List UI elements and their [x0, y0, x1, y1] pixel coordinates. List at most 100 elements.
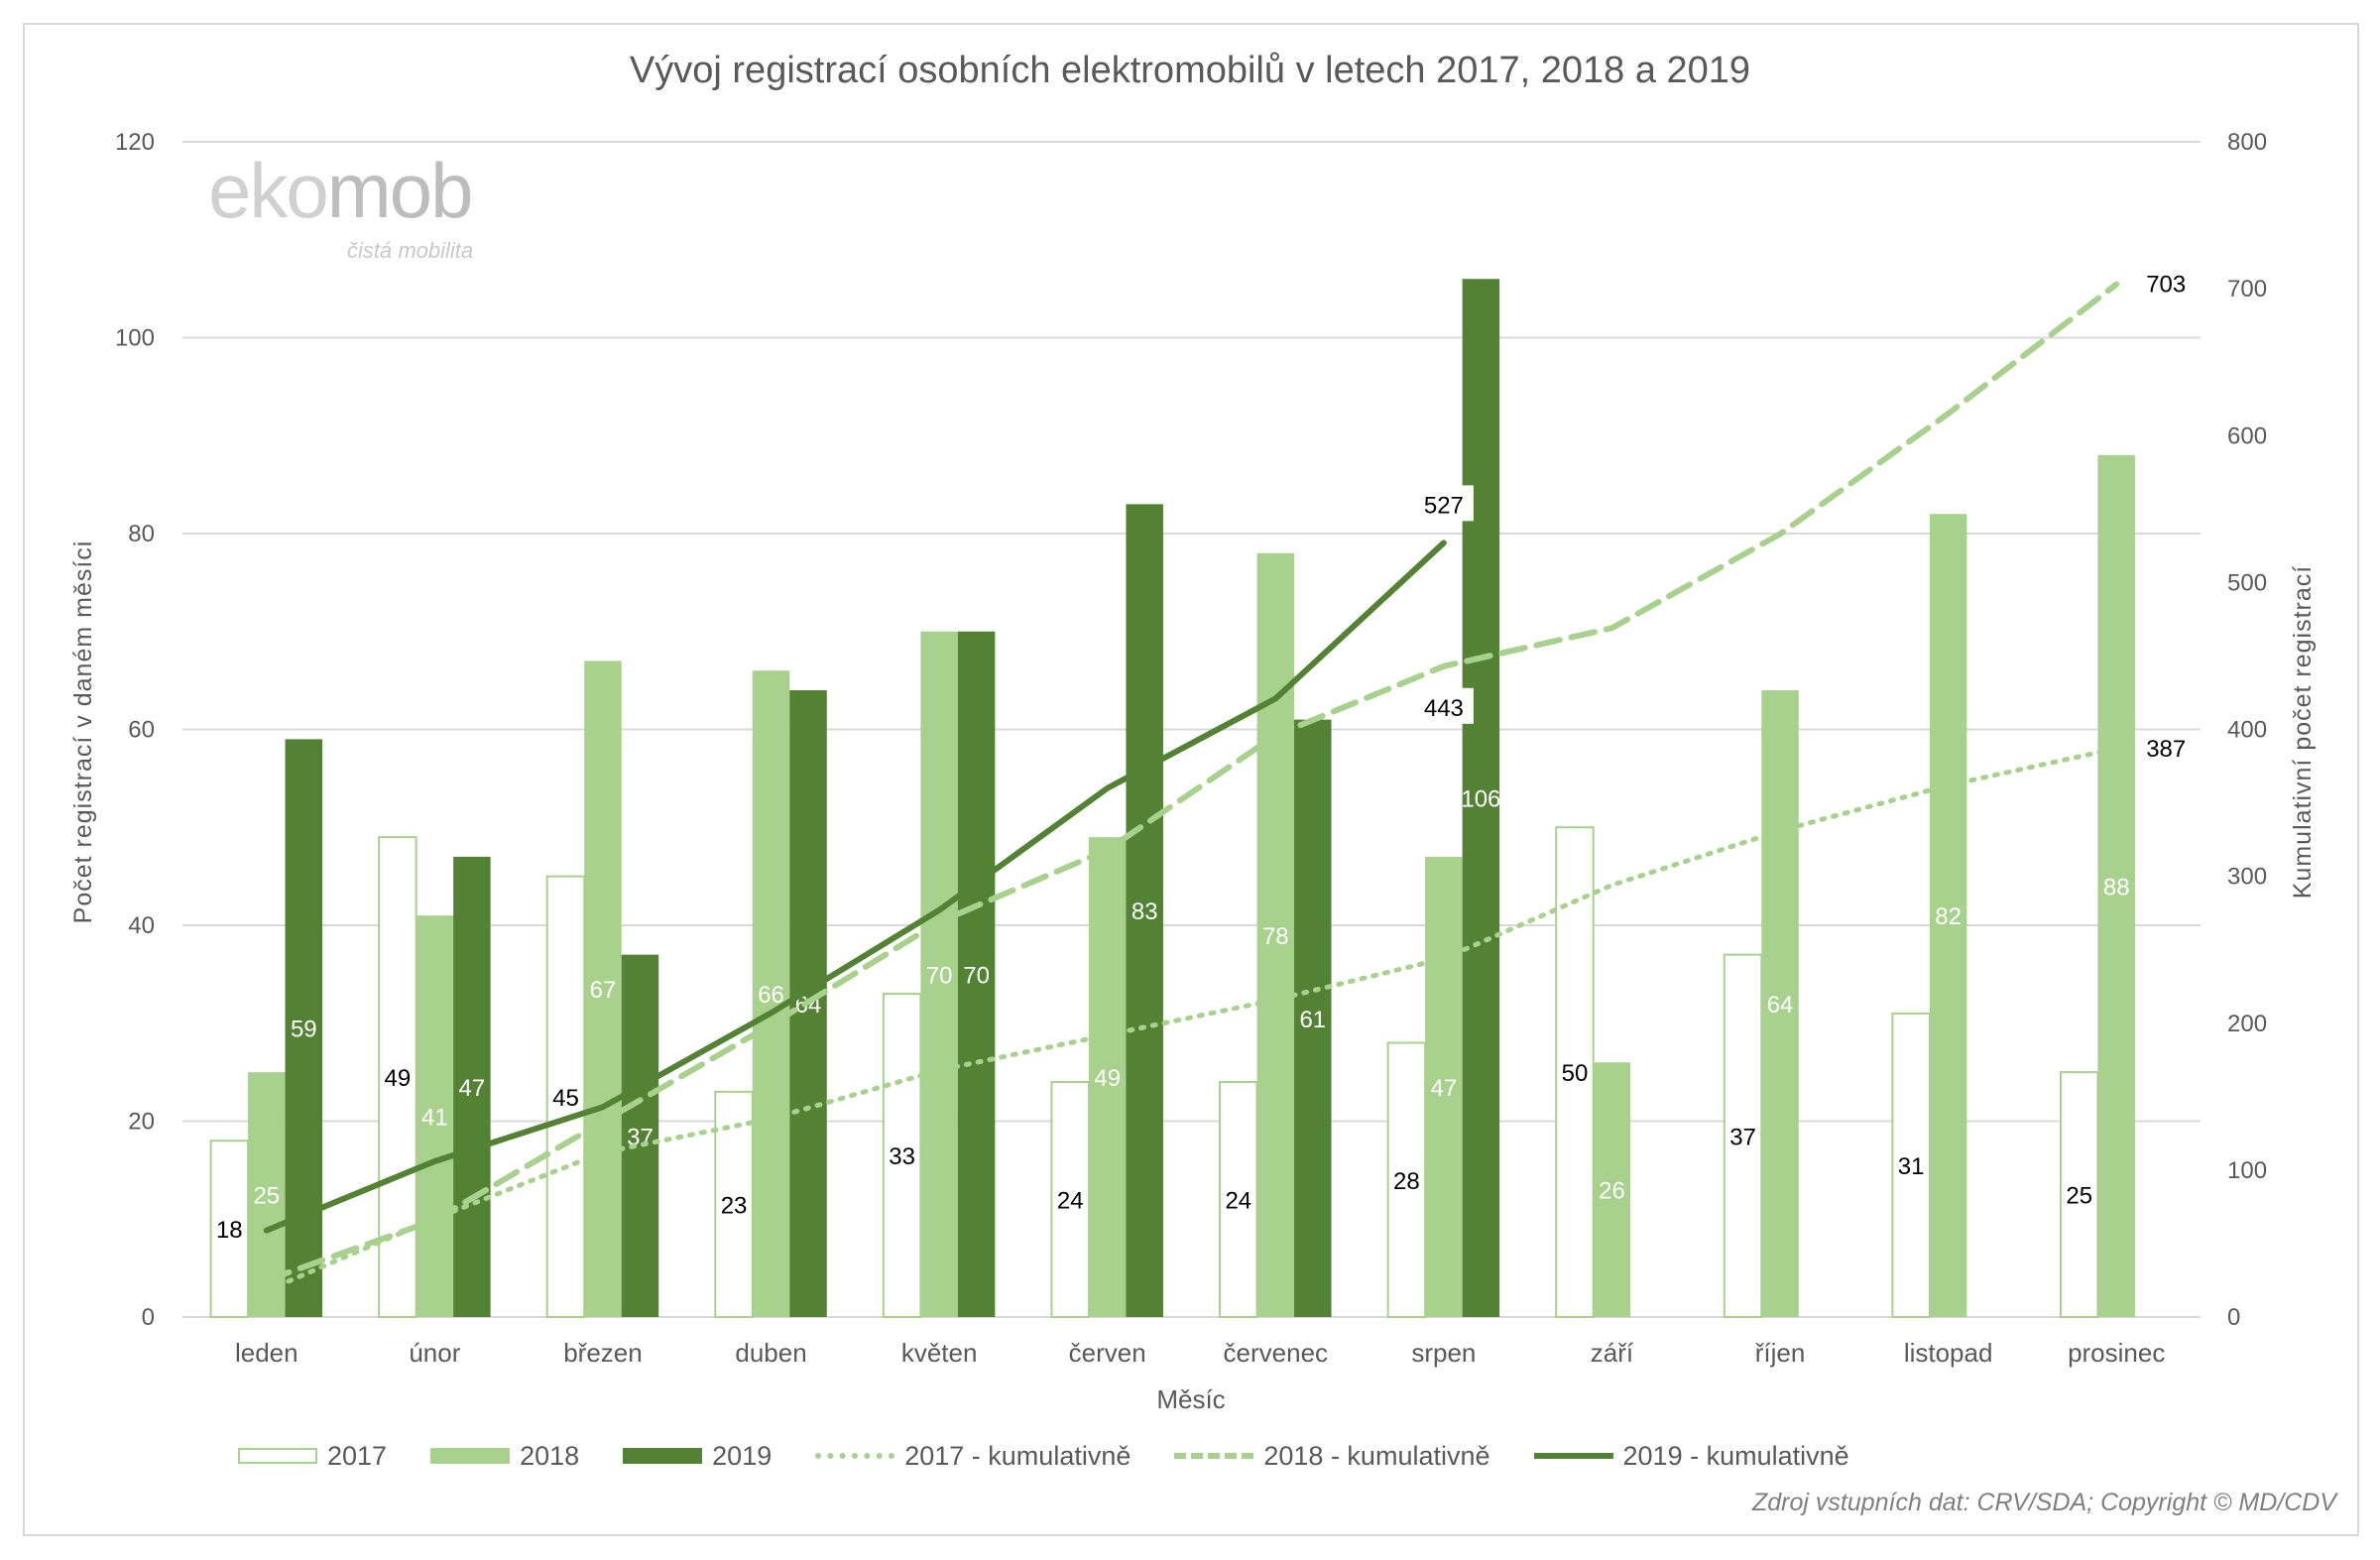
- bar-2019: [1294, 719, 1332, 1317]
- legend-item: 2018 - kumulativně: [1174, 1440, 1490, 1472]
- end-label-bg: [1413, 485, 1474, 522]
- legend-item: 2017: [238, 1440, 387, 1472]
- cumulative-label-bg: [1413, 687, 1474, 724]
- legend-swatch: [1174, 1453, 1254, 1459]
- logo-text-a: eko: [208, 147, 329, 234]
- data-label-2018: 64: [1767, 992, 1794, 1019]
- bar-2018: [1761, 690, 1799, 1317]
- legend-item: 2018: [430, 1440, 579, 1472]
- bar-2017: [1555, 826, 1595, 1318]
- legend-label: 2019: [712, 1441, 773, 1471]
- y-tick-label: 120: [115, 129, 155, 156]
- bar-2017: [714, 1090, 754, 1318]
- bar-2018: [920, 631, 958, 1317]
- source-note: Zdroj vstupních dat: CRV/SDA; Copyright …: [1752, 1489, 2336, 1516]
- legend-swatch: [430, 1448, 511, 1464]
- bar-2017: [1219, 1081, 1258, 1318]
- line-2018-kumulativně: [263, 281, 2120, 1283]
- data-label-2017: 28: [1393, 1168, 1420, 1195]
- data-label-2018: 70: [926, 962, 953, 989]
- x-tick-label: srpen: [1411, 1338, 1476, 1368]
- bar-2018: [752, 670, 790, 1317]
- legend-swatch: [623, 1448, 703, 1464]
- legend-label: 2019 - kumulativně: [1622, 1441, 1849, 1471]
- data-label-2017: 18: [216, 1217, 243, 1244]
- data-label-2018: 47: [1431, 1075, 1458, 1102]
- legend-label: 2018: [520, 1441, 580, 1471]
- data-label-2017: 33: [889, 1143, 915, 1170]
- y-tick-label: 80: [128, 521, 155, 547]
- legend: 2017 2018 2019 2017 - kumulativně 2018 - kum…: [238, 1440, 1893, 1472]
- bar-2019: [1462, 279, 1500, 1317]
- bar-2018: [1088, 837, 1127, 1317]
- cumulative-end-label: 703: [2146, 272, 2186, 299]
- bar-2018: [1929, 514, 1967, 1317]
- bar-2017: [1386, 1041, 1427, 1318]
- x-tick-label: září: [1591, 1338, 1634, 1368]
- y2-tick-label: 600: [2227, 422, 2267, 449]
- legend-item: 2019 - kumulativně: [1533, 1440, 1849, 1472]
- cumulative-label-srpen: 443: [1424, 695, 1464, 722]
- ekomob-logo: ekomob čistá mobilita: [208, 149, 526, 268]
- y2-tick-label: 100: [2227, 1157, 2267, 1184]
- bar-2019: [621, 954, 659, 1317]
- logo-wordmark: ekomob: [208, 147, 474, 234]
- legend-swatch: [815, 1453, 895, 1459]
- legend-label: 2018 - kumulativně: [1263, 1441, 1490, 1471]
- bar-2019: [453, 856, 491, 1317]
- bar-2018: [2097, 455, 2135, 1317]
- x-tick-label: říjen: [1755, 1338, 1806, 1368]
- y2-tick-label: 200: [2227, 1011, 2267, 1037]
- data-label-2018: 82: [1935, 903, 1962, 930]
- bar-2019: [1126, 504, 1163, 1317]
- data-label-2018: 78: [1262, 923, 1289, 950]
- bar-2018: [584, 660, 622, 1317]
- x-tick-label: prosinec: [2068, 1338, 2165, 1368]
- data-label-2019: 61: [1299, 1007, 1326, 1033]
- legend-item: 2017 - kumulativně: [815, 1440, 1130, 1472]
- chart-frame: [23, 23, 2359, 1536]
- bar-2017: [882, 993, 922, 1318]
- cumulative-end-label: 527: [1424, 492, 1464, 519]
- x-tick-label: listopad: [1904, 1338, 1993, 1368]
- data-label-2018: 25: [253, 1183, 280, 1210]
- data-label-2017: 24: [1057, 1188, 1084, 1215]
- bar-2017: [1050, 1081, 1090, 1318]
- y2-tick-label: 300: [2227, 864, 2267, 891]
- logo-text-b: mob: [326, 147, 474, 234]
- data-label-2018: 88: [2103, 875, 2130, 901]
- data-label-2018: 67: [590, 977, 617, 1004]
- data-label-2017: 24: [1225, 1188, 1251, 1215]
- y-tick-label: 100: [115, 325, 155, 352]
- bar-2018: [1256, 552, 1295, 1317]
- x-tick-label: červen: [1069, 1338, 1146, 1368]
- legend-label: 2017 - kumulativně: [904, 1441, 1131, 1471]
- bar-2017: [1723, 953, 1763, 1318]
- data-label-2018: 49: [1094, 1065, 1121, 1092]
- y2-tick-label: 800: [2227, 129, 2267, 156]
- bar-2017: [209, 1140, 250, 1318]
- y2-tick-label: 700: [2227, 276, 2267, 302]
- legend-label: 2017: [327, 1441, 388, 1471]
- data-label-2019: 70: [963, 962, 990, 989]
- bar-2018: [1425, 856, 1463, 1317]
- bar-2018: [1593, 1062, 1631, 1317]
- y2-tick-label: 400: [2227, 717, 2267, 744]
- y-tick-label: 60: [128, 717, 155, 744]
- x-tick-label: březen: [563, 1338, 643, 1368]
- bar-2017: [1891, 1012, 1931, 1318]
- data-label-2017: 31: [1898, 1153, 1925, 1180]
- y2-axis-title: Kumulativní počet registrací: [2289, 565, 2317, 899]
- line-2017-kumulativně: [264, 746, 2119, 1293]
- data-label-2019: 47: [459, 1075, 486, 1102]
- data-label-2017: 25: [2066, 1183, 2092, 1210]
- y2-tick-label: 0: [2227, 1304, 2240, 1331]
- x-tick-label: leden: [235, 1338, 298, 1368]
- data-label-2017: 45: [552, 1085, 579, 1112]
- y-axis-title: Počet registrací v daném měsíci: [69, 540, 97, 924]
- line-2019-kumulativně: [263, 540, 1447, 1234]
- x-tick-label: červenec: [1224, 1338, 1329, 1368]
- data-label-2018: 26: [1599, 1178, 1625, 1205]
- bar-2019: [957, 631, 996, 1317]
